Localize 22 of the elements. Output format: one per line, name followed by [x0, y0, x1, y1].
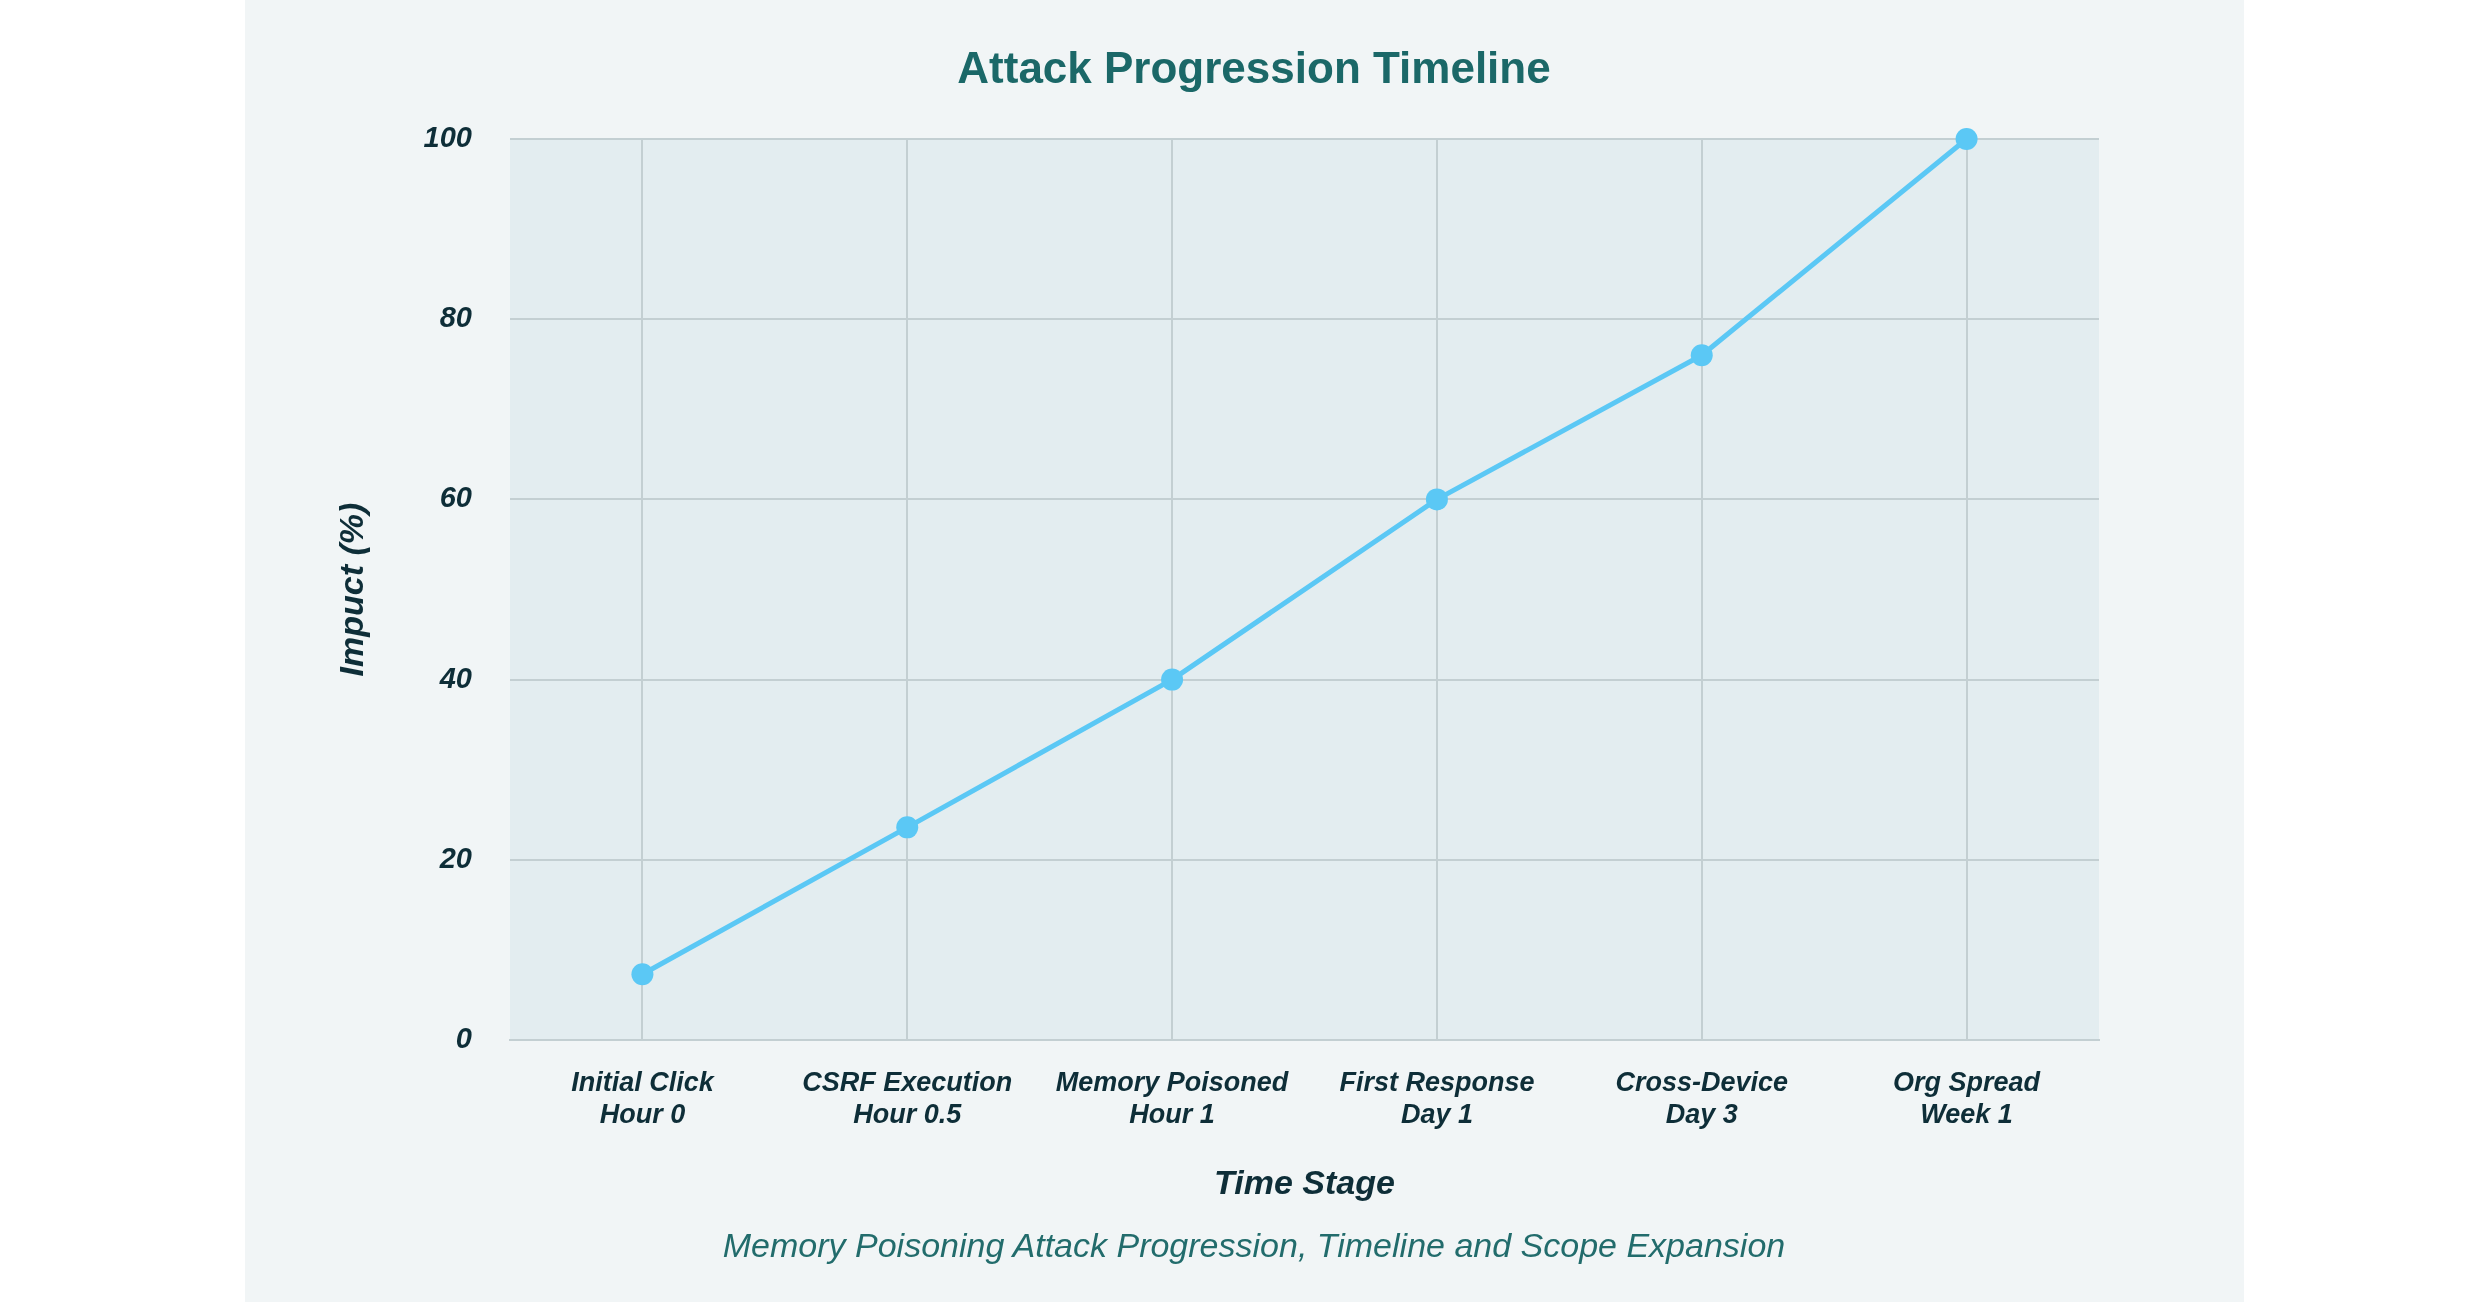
y-tick-label: 0: [455, 1022, 472, 1054]
point: [1690, 344, 1713, 367]
y-tick-label: 40: [438, 661, 472, 694]
text: Memory Poisoning Attack Progression, Timeline and Scope Expansion: [722, 1225, 1786, 1266]
point: [1425, 488, 1448, 511]
x-tick-label: Initial Click Hour 0: [571, 1066, 716, 1130]
x-tick-label: Org Spread Week 1: [1893, 1066, 2041, 1130]
point: [631, 963, 654, 986]
y-tick-label: 80: [439, 301, 472, 334]
point: [1955, 128, 1978, 150]
point: [896, 816, 919, 839]
y-tick-label: 60: [439, 481, 472, 514]
x-tick-label: Cross-Device Day 3: [1615, 1066, 1789, 1130]
x-tick-label: First Response Day 1: [1339, 1066, 1535, 1130]
x-axis-title: Time Stage: [1214, 1162, 1395, 1201]
point: [1161, 668, 1184, 691]
y-tick-label: 20: [438, 841, 472, 874]
y-tick-label: 100: [423, 121, 472, 153]
x-tick-label: Memory Poisoned Hour 1: [1055, 1066, 1289, 1130]
chart-title: Attack Progression Timeline: [957, 42, 1551, 94]
x-tick-label: CSRF Execution Hour 0.5: [802, 1066, 1013, 1130]
y-axis-title: Impuct (%): [331, 502, 370, 677]
